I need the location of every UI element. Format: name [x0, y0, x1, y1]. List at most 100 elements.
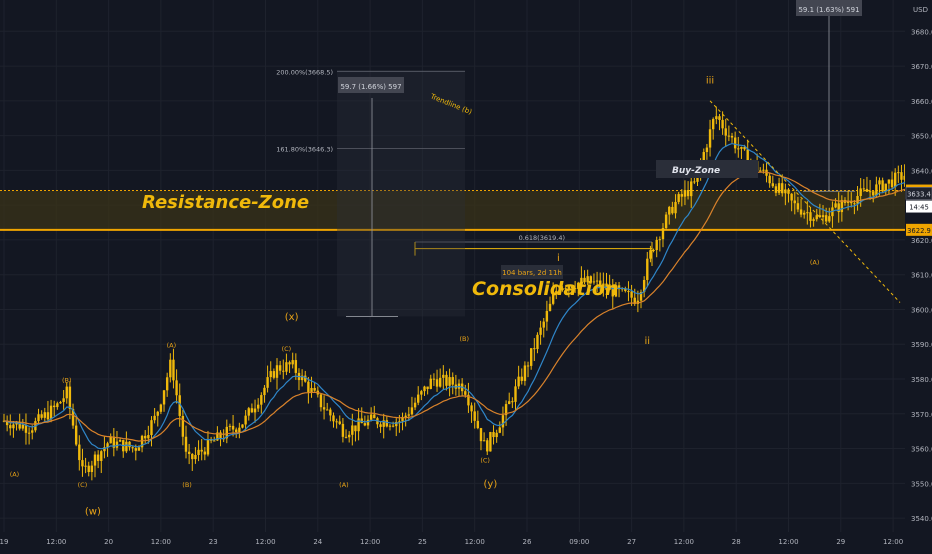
candle-body [656, 240, 658, 250]
price-tag-label: 3622.9 [907, 227, 931, 235]
y-tick-label: 3610.0 [911, 272, 932, 280]
buy-zone-tag[interactable]: Buy-Zone [656, 160, 758, 178]
candle-body [495, 433, 497, 437]
candle-body [508, 401, 510, 404]
y-tick-label: 3570.0 [911, 411, 932, 419]
candle-body [483, 440, 485, 441]
price-axis[interactable]: USD 3540.03550.03560.03570.03580.03590.0… [905, 0, 932, 532]
wave-label: (x) [285, 312, 299, 323]
candle-body [138, 447, 140, 450]
candle-body [307, 382, 309, 393]
candle-body [37, 414, 39, 421]
candle-body [197, 450, 199, 455]
candle-body [84, 466, 86, 467]
wave-label: (A) [339, 481, 349, 489]
candle-body [781, 183, 783, 193]
x-tick-label: 12:00 [151, 538, 171, 546]
candle-body [386, 420, 388, 426]
candle-body [88, 466, 90, 472]
x-tick-label: 12:00 [778, 538, 798, 546]
candle-body [147, 435, 149, 438]
candle-body [816, 215, 818, 219]
candle-body [706, 148, 708, 152]
x-tick-label: 23 [209, 538, 218, 546]
candle-body [204, 452, 206, 455]
candle-body [521, 377, 523, 381]
candle-body [229, 426, 231, 427]
candle-body [464, 391, 466, 395]
wave-label: iii [706, 75, 714, 86]
x-tick-label: 27 [627, 538, 636, 546]
candle-body [674, 202, 676, 213]
candle-body [806, 212, 808, 213]
candle-body [213, 441, 215, 442]
candle-body [276, 365, 278, 378]
candle-body [329, 410, 331, 416]
candle-body [260, 395, 262, 405]
x-tick-label: 12:00 [360, 538, 380, 546]
candle-body [775, 186, 777, 193]
fib-label: 161.80%(3646.3) [276, 145, 333, 153]
candle-body [219, 432, 221, 438]
candle-body [417, 395, 419, 403]
candle-body [477, 421, 479, 428]
candle-body [169, 360, 171, 378]
candle-body [348, 435, 350, 437]
candle-body [489, 432, 491, 451]
candle-body [869, 191, 871, 192]
candle-body [499, 427, 501, 432]
candle-body [426, 387, 428, 389]
candle-body [709, 129, 711, 147]
candle-body [875, 184, 877, 195]
candle-body [448, 377, 450, 386]
candle-body [109, 437, 111, 444]
candle-body [404, 416, 406, 417]
candle-body [354, 425, 356, 431]
candle-body [721, 120, 723, 128]
candle-body [442, 375, 444, 378]
candle-body [28, 433, 30, 434]
candle-body [759, 171, 761, 172]
candle-body [762, 170, 764, 171]
candle-body [119, 440, 121, 442]
candle-body [163, 390, 165, 404]
candle-body [517, 377, 519, 387]
candle-body [734, 138, 736, 149]
candle-body [411, 407, 413, 414]
y-tick-label: 3660.0 [911, 98, 932, 106]
candle-body [546, 311, 548, 322]
candle-body [878, 180, 880, 184]
candle-body [241, 424, 243, 427]
candle-body [373, 414, 375, 418]
candle-body [166, 377, 168, 390]
candle-body [423, 387, 425, 392]
wave-label: (C) [480, 456, 490, 464]
candle-body [486, 440, 488, 451]
candle-body [527, 365, 529, 366]
x-tick-label: 12:00 [255, 538, 275, 546]
candle-body [323, 407, 325, 409]
candle-body [66, 387, 68, 399]
candle-body [787, 189, 789, 193]
candle-body [690, 181, 692, 196]
candle-body [668, 207, 670, 215]
candle-body [389, 426, 391, 427]
wave-label: (A) [10, 470, 20, 478]
candle-body [285, 362, 287, 371]
candle-body [740, 147, 742, 149]
candle-body [75, 426, 77, 445]
candle-body [367, 420, 369, 426]
x-tick-label: 26 [523, 538, 532, 546]
candle-body [731, 136, 733, 138]
candle-body [254, 409, 256, 413]
candle-body [135, 448, 137, 451]
candle-body [125, 442, 127, 452]
candle-body [825, 215, 827, 221]
candle-body [687, 190, 689, 196]
price-tag-label: 14:45 [909, 204, 929, 212]
candle-body [78, 445, 80, 461]
